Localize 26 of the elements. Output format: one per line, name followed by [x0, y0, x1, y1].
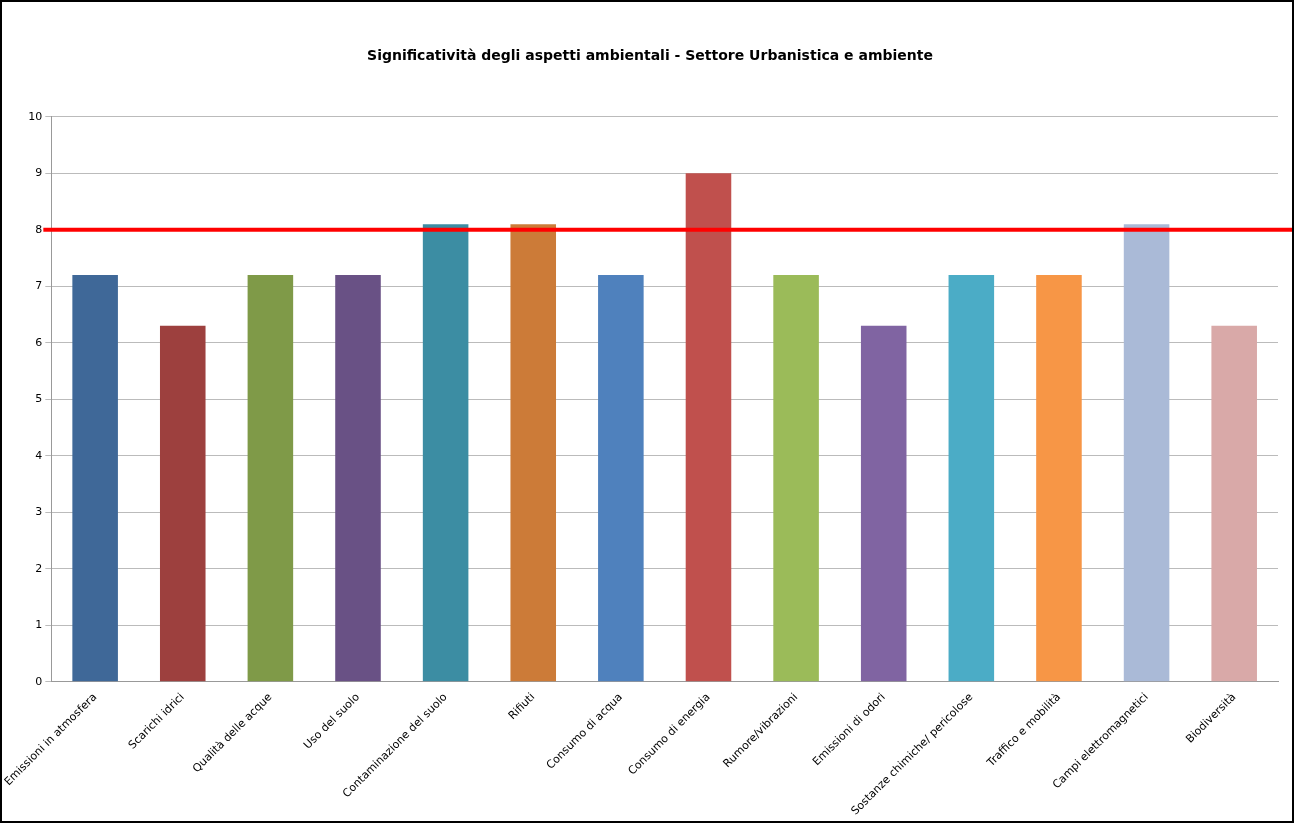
bar — [72, 274, 118, 682]
bar — [1036, 274, 1082, 682]
bar — [159, 325, 206, 682]
y-tick-label: 6 — [35, 335, 43, 349]
y-tick-label: 2 — [35, 561, 43, 575]
y-tick-label: 5 — [35, 392, 43, 406]
bar — [948, 274, 995, 682]
bar — [247, 274, 294, 682]
y-tick-label: 8 — [35, 222, 43, 236]
bar — [773, 274, 819, 682]
y-tick-label: 9 — [35, 166, 43, 180]
bar — [860, 325, 907, 682]
y-tick-label: 0 — [35, 674, 43, 688]
chart-title: Significatività degli aspetti ambientali - Settore Urbanistica e ambiente — [367, 47, 933, 64]
bar — [1211, 325, 1257, 682]
y-tick-label: 7 — [35, 279, 43, 293]
y-tick-label: 10 — [28, 109, 43, 123]
y-tick-label: 4 — [35, 448, 43, 462]
bar — [510, 224, 557, 682]
y-tick-label: 1 — [35, 618, 43, 632]
bar — [1123, 224, 1170, 682]
bar — [422, 224, 469, 682]
bar — [335, 274, 381, 682]
bar — [598, 274, 644, 682]
bar — [685, 173, 732, 682]
y-tick-label: 3 — [35, 505, 43, 519]
